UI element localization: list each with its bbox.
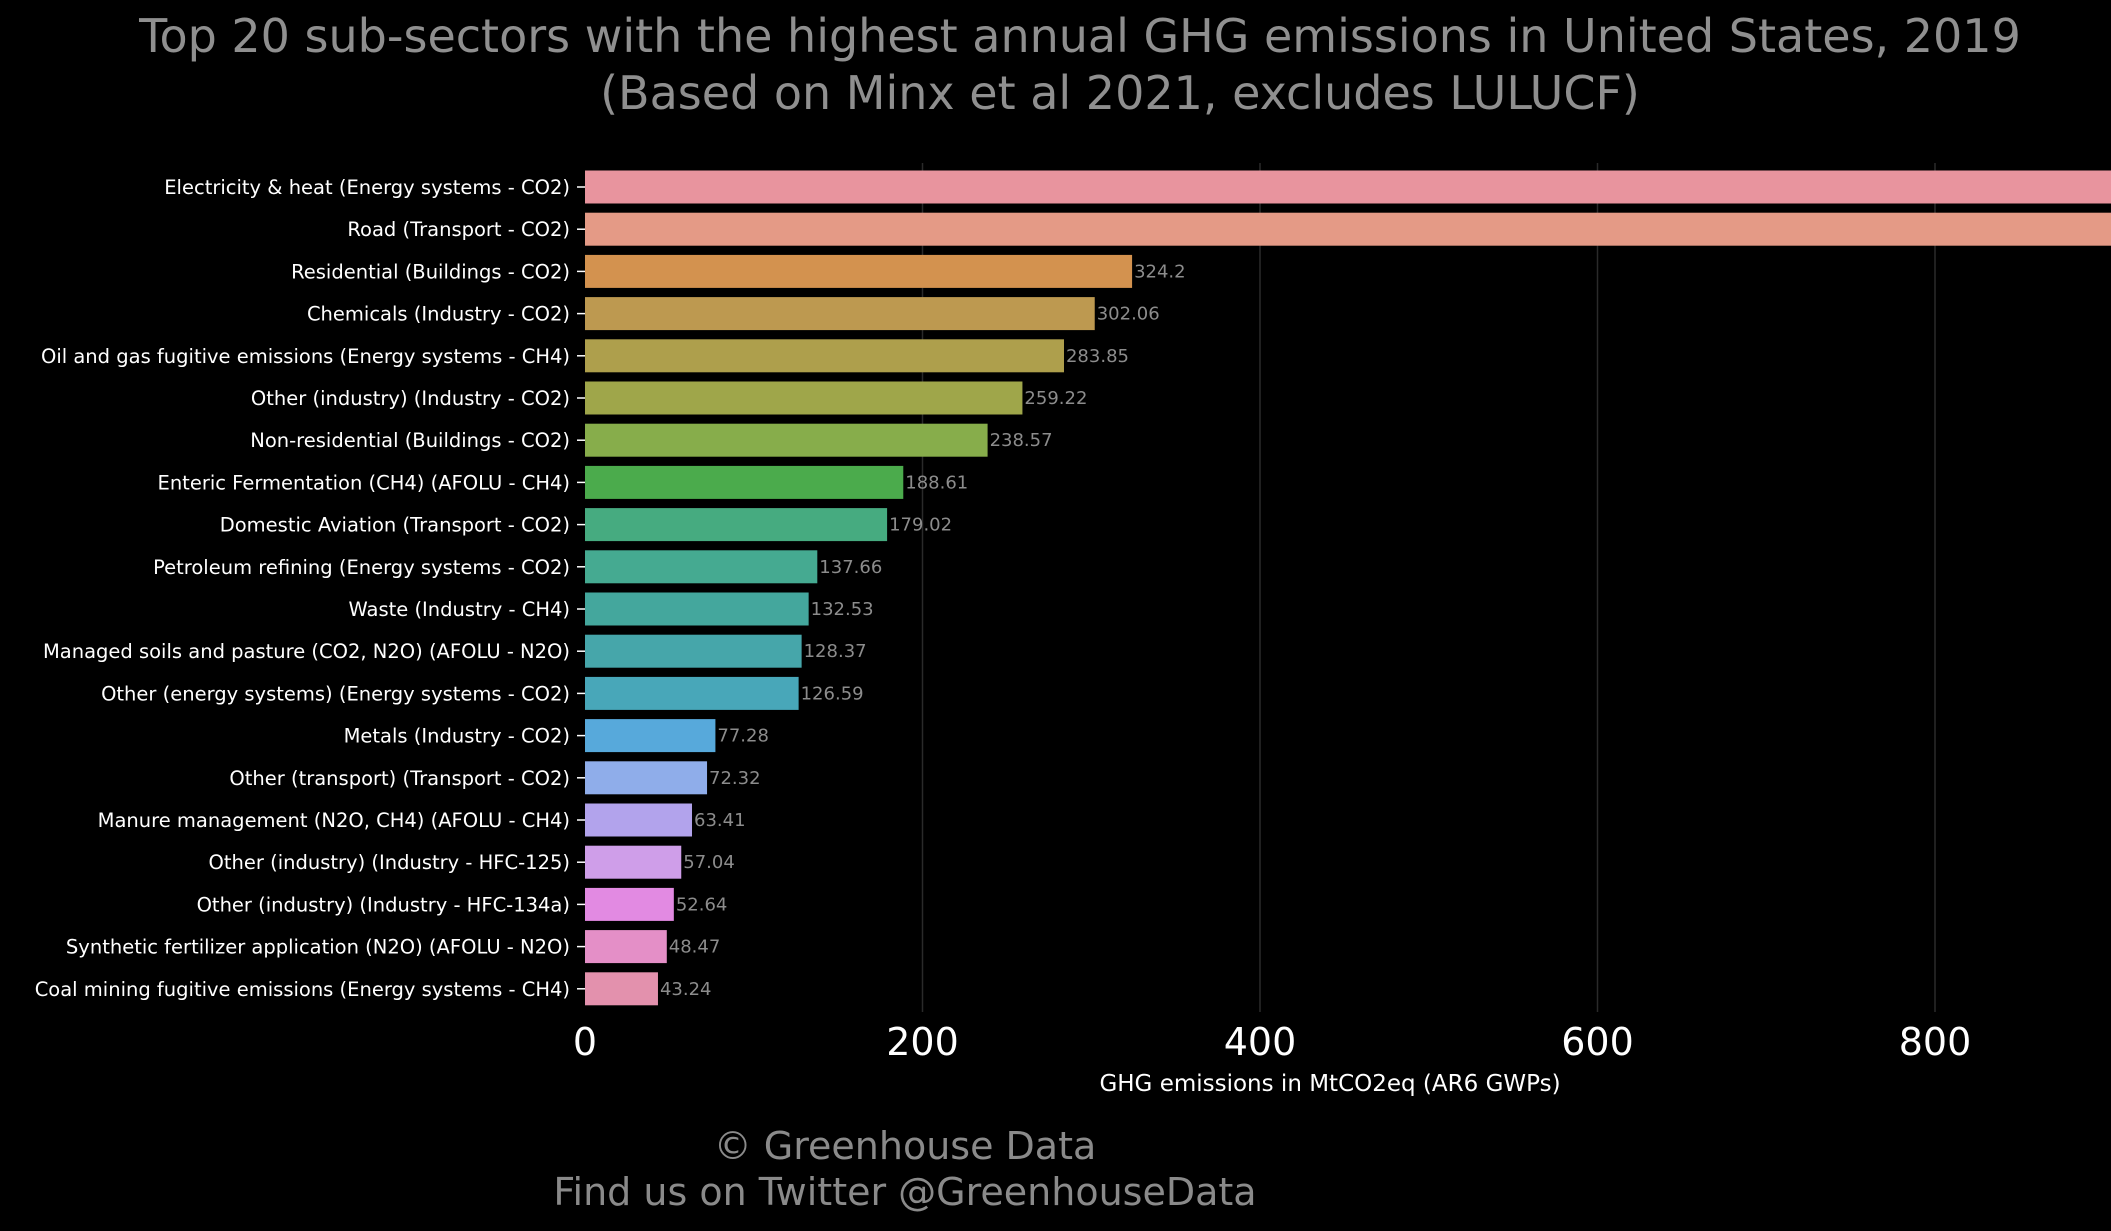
value-label: 137.66	[819, 557, 882, 578]
chart-subtitle: (Based on Minx et al 2021, excludes LULU…	[600, 66, 1640, 120]
chart-title: Top 20 sub-sectors with the highest annu…	[139, 9, 2021, 63]
value-label: 57.04	[683, 852, 735, 873]
bar	[585, 297, 1095, 331]
value-label: 48.47	[669, 937, 721, 958]
value-label: 188.61	[905, 472, 968, 493]
category-label: Other (industry) (Industry - HFC-134a)	[197, 893, 570, 916]
bar	[585, 592, 809, 626]
value-label: 52.64	[676, 894, 728, 915]
bar	[585, 465, 904, 499]
category-label: Residential (Buildings - CO2)	[291, 260, 570, 283]
category-label: Managed soils and pasture (CO2, N2O) (AF…	[43, 640, 570, 663]
bar	[585, 423, 988, 457]
bar	[585, 254, 1133, 288]
x-tick-label: 800	[1899, 1020, 1972, 1064]
category-label: Waste (Industry - CH4)	[348, 598, 570, 621]
value-label: 63.41	[694, 810, 746, 831]
value-label: 324.2	[1134, 261, 1186, 282]
x-tick-label: 400	[1224, 1020, 1297, 1064]
gridlines	[921, 163, 1936, 1012]
bar	[585, 845, 682, 879]
x-axis-ticks: 02004006008001000120014001600	[573, 1020, 1972, 1064]
category-label: Other (industry) (Industry - HFC-125)	[209, 851, 570, 874]
category-label: Other (transport) (Transport - CO2)	[229, 767, 570, 790]
value-label: 179.02	[889, 515, 952, 536]
bar	[585, 212, 2111, 246]
value-label: 132.53	[811, 599, 874, 620]
category-label: Domestic Aviation (Transport - CO2)	[220, 514, 570, 537]
value-label: 128.37	[804, 641, 867, 662]
x-tick-label: 600	[1561, 1020, 1634, 1064]
twitter-handle-text: Find us on Twitter @GreenhouseData	[553, 1170, 1257, 1214]
category-label: Manure management (N2O, CH4) (AFOLU - CH…	[98, 809, 570, 832]
category-label: Other (energy systems) (Energy systems -…	[101, 682, 570, 705]
bar	[585, 550, 818, 584]
category-label: Other (industry) (Industry - CO2)	[251, 387, 570, 410]
category-label: Enteric Fermentation (CH4) (AFOLU - CH4)	[158, 471, 571, 494]
value-label: 283.85	[1066, 346, 1129, 367]
copyright-text: © Greenhouse Data	[713, 1124, 1097, 1168]
category-label: Electricity & heat (Energy systems - CO2…	[164, 176, 570, 199]
value-label: 126.59	[801, 683, 864, 704]
category-label: Synthetic fertilizer application (N2O) (…	[66, 936, 570, 959]
category-label: Petroleum refining (Energy systems - CO2…	[153, 556, 570, 579]
bar	[585, 887, 674, 921]
bar	[585, 761, 708, 795]
bar	[585, 930, 667, 964]
bar	[585, 676, 799, 710]
category-label: Chemicals (Industry - CO2)	[307, 303, 570, 326]
bar	[585, 634, 802, 668]
value-label: 43.24	[660, 979, 712, 1000]
value-label: 302.06	[1097, 304, 1160, 325]
x-axis-label: GHG emissions in MtCO2eq (AR6 GWPs)	[1099, 1071, 1560, 1097]
category-label: Coal mining fugitive emissions (Energy s…	[35, 978, 570, 1001]
category-label: Metals (Industry - CO2)	[344, 725, 570, 748]
category-label: Non-residential (Buildings - CO2)	[250, 429, 570, 452]
bar	[585, 508, 888, 542]
value-label: 259.22	[1024, 388, 1087, 409]
bar	[585, 803, 693, 837]
category-label: Oil and gas fugitive emissions (Energy s…	[41, 345, 570, 368]
value-label: 238.57	[990, 430, 1053, 451]
bar	[585, 719, 716, 753]
value-label: 72.32	[709, 768, 761, 789]
x-tick-label: 200	[886, 1020, 959, 1064]
category-labels: Electricity & heat (Energy systems - CO2…	[35, 176, 585, 1001]
bars	[585, 170, 2111, 1006]
bar	[585, 170, 2111, 204]
value-label: 77.28	[717, 726, 769, 747]
value-labels: 1680.341486.85324.2302.06283.85259.22238…	[660, 261, 1186, 1000]
bar	[585, 339, 1064, 373]
category-label: Road (Transport - CO2)	[347, 218, 570, 241]
bar	[585, 381, 1023, 415]
bar	[585, 972, 658, 1006]
x-tick-label: 0	[573, 1020, 597, 1064]
